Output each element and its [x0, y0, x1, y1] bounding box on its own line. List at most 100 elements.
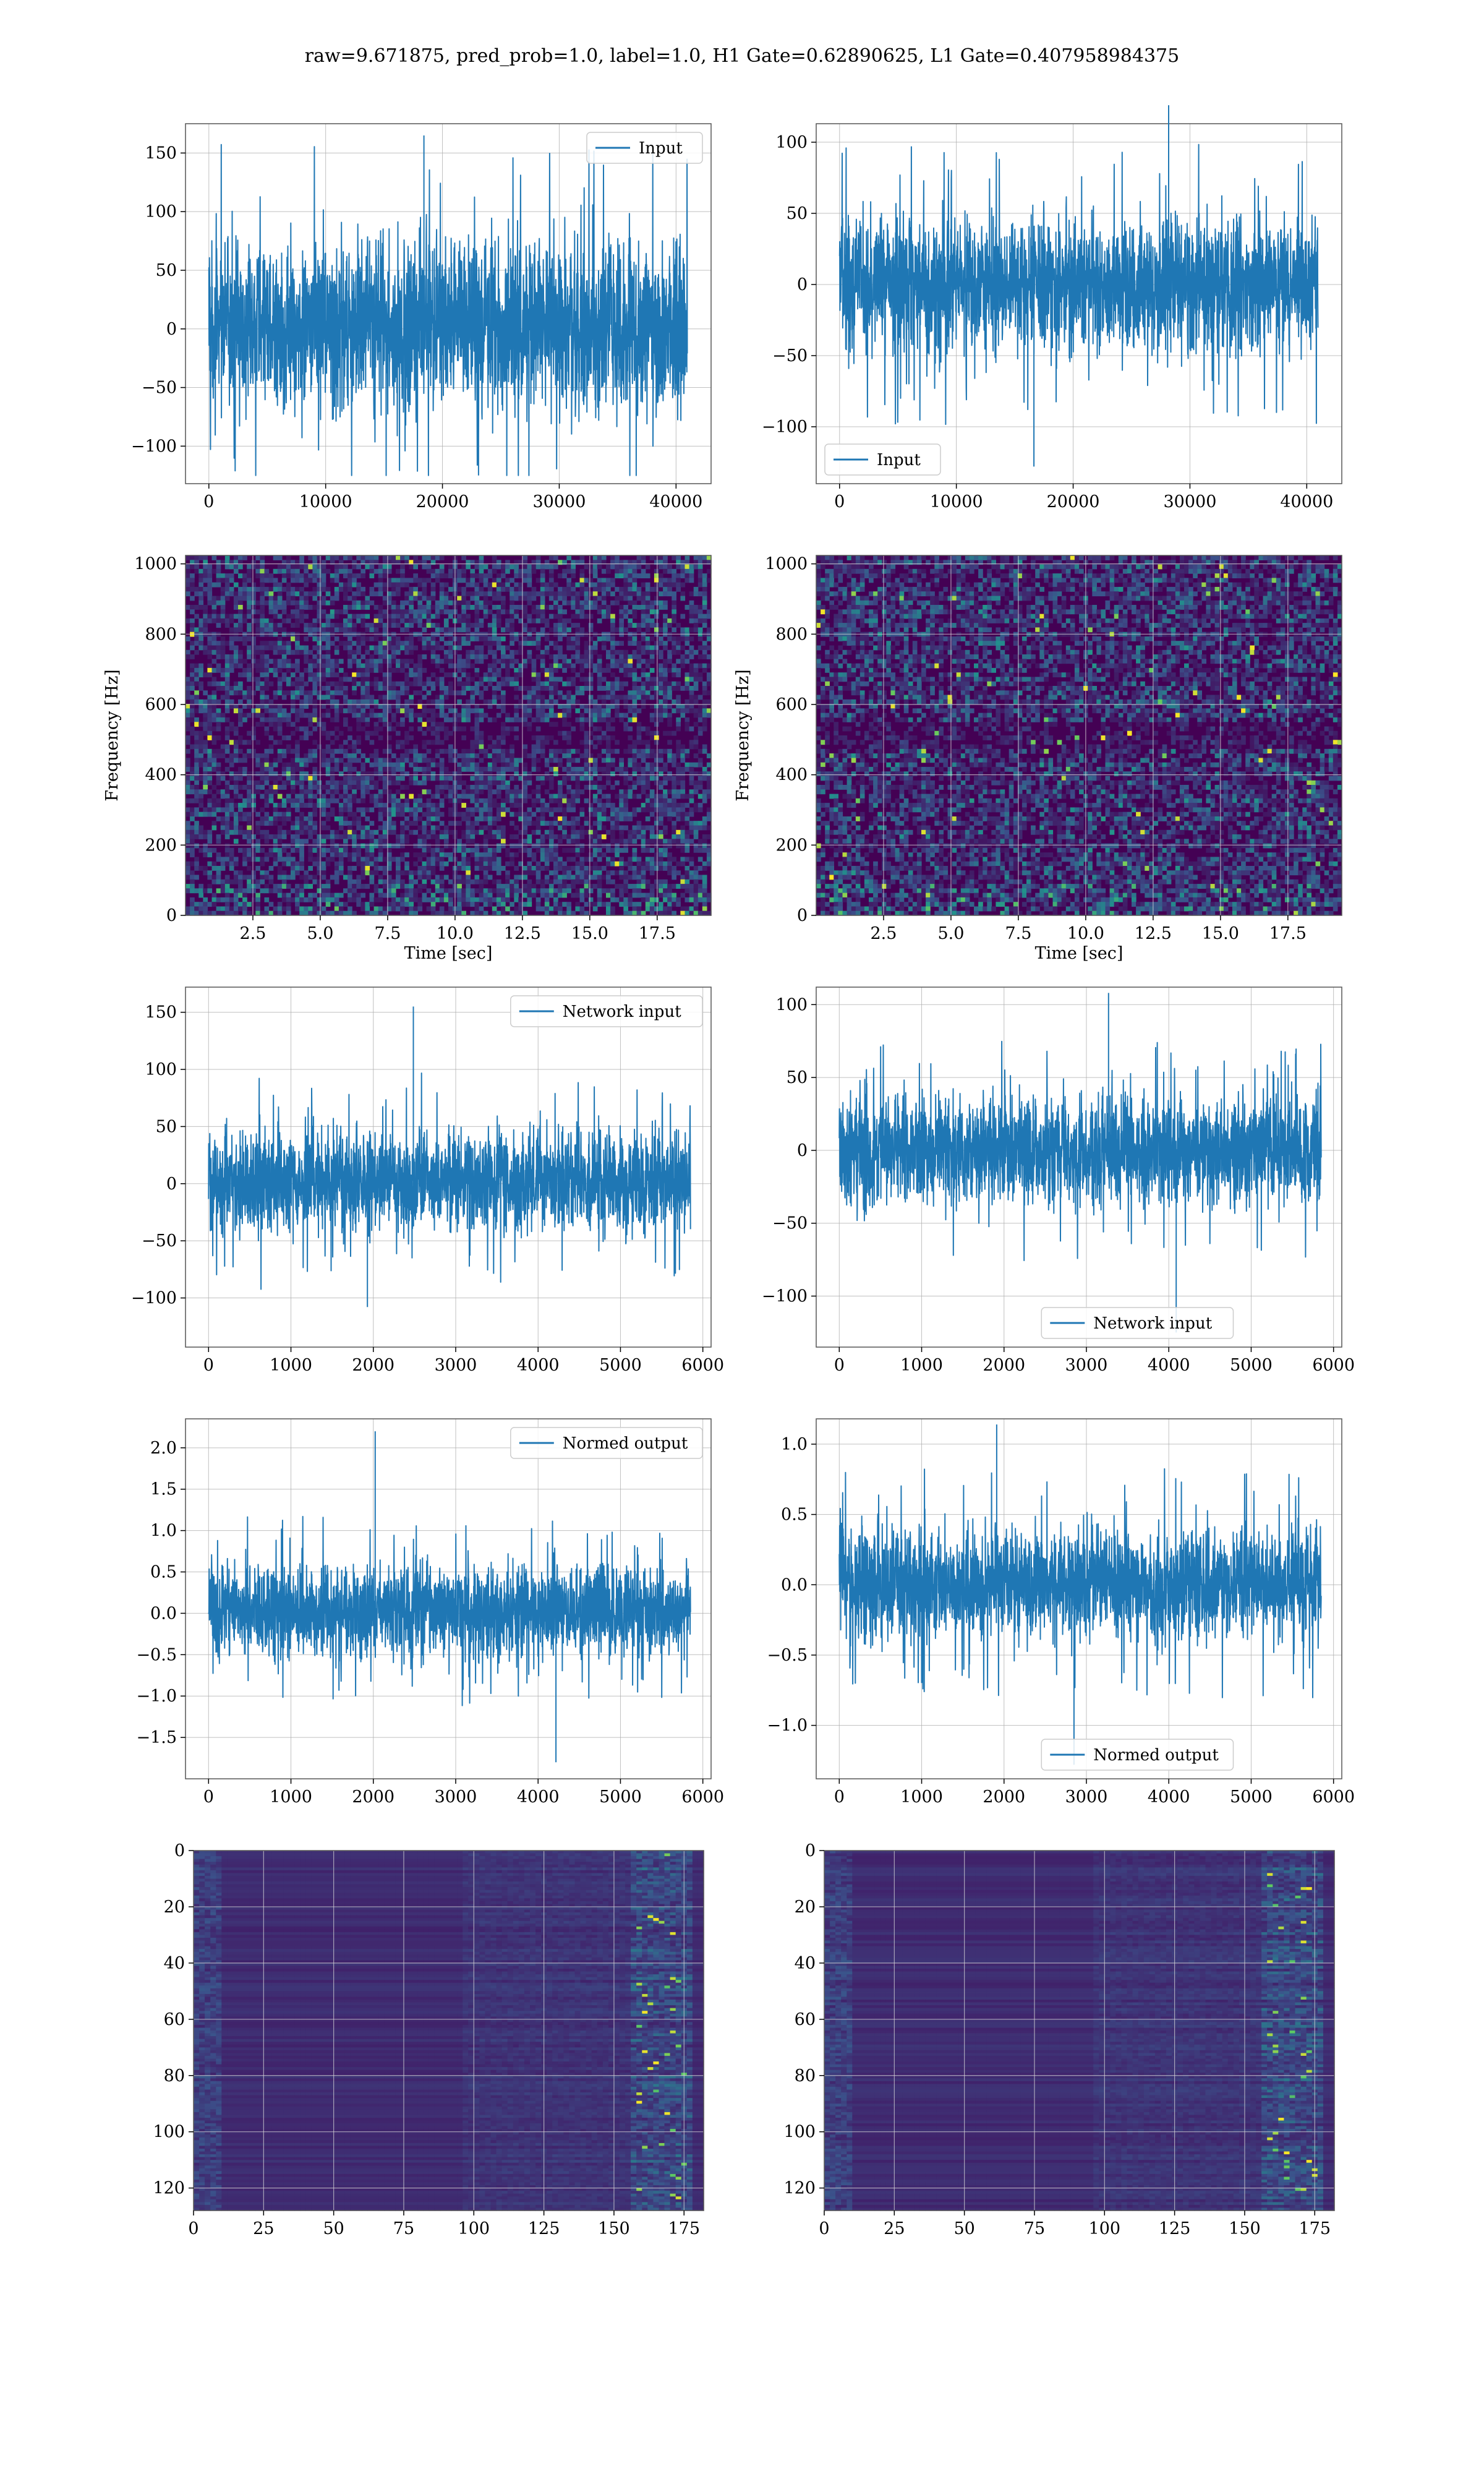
x-tick-label: 40000 — [1280, 492, 1333, 511]
y-tick-label: 40 — [795, 1954, 816, 1973]
y-tick-label: 50 — [156, 1117, 177, 1136]
y-tick-label: 100 — [775, 133, 808, 152]
panel-spectrogram-left: 2.5 5.0 7.5 10.0 12.5 15.0 17.5020040060080010… — [103, 555, 712, 963]
x-tick-label: 12.5 — [1135, 924, 1172, 943]
y-tick-label: 80 — [164, 2066, 185, 2086]
x-tick-label: 30000 — [532, 492, 586, 511]
x-axis-label: Time [sec] — [1035, 944, 1124, 963]
y-tick-label: 0 — [797, 275, 808, 294]
y-tick-label: 100 — [775, 995, 808, 1014]
panel-network-input-right: 0 1000 2000 3000 4000 5000 6000−100−50050100Ne… — [762, 987, 1355, 1375]
y-tick-label: 40 — [164, 1954, 185, 1973]
x-tick-label: 0 — [203, 1356, 214, 1375]
y-tick-label: 1000 — [765, 555, 808, 574]
x-axis-label: Time [sec] — [404, 944, 493, 963]
x-tick-label: 100 — [1089, 2219, 1121, 2238]
x-tick-label: 10.0 — [437, 924, 474, 943]
x-tick-label: 4000 — [1148, 1356, 1190, 1375]
x-tick-label: 4000 — [517, 1356, 560, 1375]
y-tick-label: −1.0 — [136, 1687, 177, 1706]
x-tick-label: 17.5 — [639, 924, 676, 943]
y-tick-label: 0 — [797, 1141, 808, 1160]
y-tick-label: 600 — [145, 695, 177, 714]
y-tick-label: 0 — [174, 1841, 185, 1860]
y-tick-label: 0 — [797, 906, 808, 925]
y-tick-label: 50 — [156, 261, 177, 280]
x-tick-label: 3000 — [435, 1356, 477, 1375]
y-tick-label: 100 — [145, 202, 177, 221]
y-tick-label: 800 — [775, 625, 808, 644]
x-tick-label: 0 — [834, 492, 845, 511]
series-line — [839, 993, 1321, 1332]
x-tick-label: 5.0 — [307, 924, 333, 943]
y-tick-label: 100 — [153, 2123, 185, 2142]
x-tick-label: 1000 — [270, 1787, 312, 1807]
x-tick-label: 50 — [323, 2219, 344, 2238]
x-tick-label: 175 — [1298, 2219, 1331, 2238]
y-tick-label: −0.5 — [767, 1646, 808, 1665]
y-tick-label: 800 — [145, 625, 177, 644]
y-tick-label: −0.5 — [136, 1645, 177, 1664]
x-tick-label: 6000 — [681, 1787, 724, 1807]
x-tick-label: 20000 — [416, 492, 469, 511]
x-tick-label: 10.0 — [1067, 924, 1104, 943]
x-tick-label: 40000 — [649, 492, 702, 511]
legend: Network input — [1041, 1308, 1233, 1338]
x-tick-label: 7.5 — [1005, 924, 1031, 943]
x-tick-label: 5000 — [599, 1787, 642, 1807]
y-tick-label: 200 — [145, 836, 177, 855]
y-tick-label: 600 — [775, 695, 808, 714]
y-tick-label: −100 — [762, 417, 808, 437]
x-tick-label: 0 — [203, 492, 214, 511]
x-tick-label: 2.5 — [239, 924, 266, 943]
x-tick-label: 0 — [188, 2219, 198, 2238]
panel-normed-output-right: 0 1000 2000 3000 4000 5000 6000−1.0−0.50.00.51… — [767, 1419, 1355, 1807]
y-tick-label: −50 — [142, 379, 177, 398]
x-tick-label: 3000 — [435, 1787, 477, 1807]
x-tick-label: 0 — [203, 1787, 214, 1807]
spectrogram-image — [816, 555, 1342, 916]
y-tick-label: 0 — [166, 320, 177, 339]
y-tick-label: 80 — [795, 2066, 816, 2086]
series-line — [208, 1431, 690, 1762]
x-tick-label: 125 — [528, 2219, 560, 2238]
legend: Normed output — [511, 1427, 702, 1458]
legend-label: Normed output — [1093, 1746, 1219, 1765]
y-tick-label: −100 — [131, 1289, 177, 1308]
x-tick-label: 0 — [834, 1787, 845, 1807]
x-tick-label: 30000 — [1163, 492, 1216, 511]
x-tick-label: 1000 — [900, 1356, 943, 1375]
y-tick-label: 0.5 — [150, 1563, 177, 1582]
panel-spectrogram-right: 2.5 5.0 7.5 10.0 12.5 15.0 17.5020040060080010… — [733, 555, 1342, 963]
y-tick-label: −50 — [772, 1214, 808, 1233]
figure-suptitle: raw=9.671875, pred_prob=1.0, label=1.0, … — [305, 45, 1179, 67]
x-tick-label: 75 — [1024, 2219, 1045, 2238]
y-tick-label: 100 — [145, 1060, 177, 1079]
x-tick-label: 0 — [819, 2219, 829, 2238]
series-line — [208, 1006, 690, 1307]
legend: Network input — [511, 996, 702, 1027]
x-tick-label: 5000 — [1230, 1787, 1273, 1807]
x-tick-label: 6000 — [681, 1356, 724, 1375]
y-tick-label: 150 — [145, 143, 177, 163]
y-tick-label: −100 — [762, 1287, 808, 1306]
y-axis-label: Frequency [Hz] — [103, 669, 122, 801]
x-tick-label: 2000 — [352, 1787, 394, 1807]
x-tick-label: 5000 — [1230, 1356, 1273, 1375]
legend-label: Input — [639, 139, 683, 158]
x-tick-label: 25 — [253, 2219, 274, 2238]
legend-label: Network input — [563, 1003, 681, 1021]
y-tick-label: 0.0 — [150, 1604, 177, 1623]
y-tick-label: 100 — [783, 2123, 816, 2142]
series-line — [839, 1424, 1321, 1765]
y-tick-label: 0.5 — [781, 1505, 808, 1525]
x-tick-label: 1000 — [900, 1787, 943, 1807]
y-tick-label: 20 — [795, 1898, 816, 1917]
x-tick-label: 100 — [458, 2219, 490, 2238]
x-tick-label: 3000 — [1065, 1356, 1108, 1375]
legend-label: Normed output — [563, 1434, 688, 1453]
x-tick-label: 4000 — [517, 1787, 560, 1807]
